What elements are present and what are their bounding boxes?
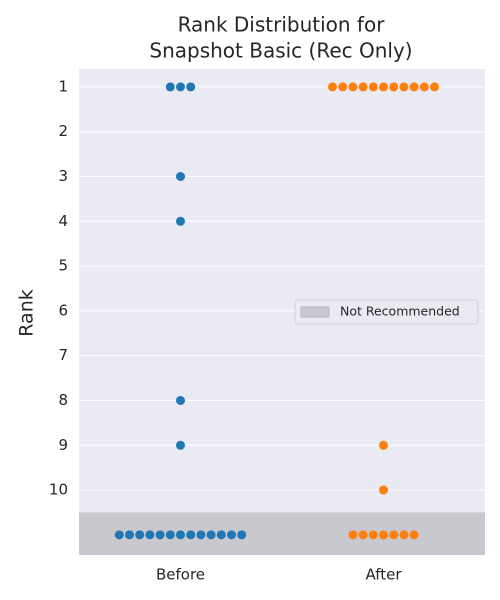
- point: [186, 82, 196, 92]
- y-tick-label: 10: [49, 481, 68, 499]
- x-tick-label: After: [365, 566, 402, 584]
- point: [135, 530, 145, 540]
- point: [389, 82, 399, 92]
- y-axis-label: Rank: [16, 289, 38, 336]
- point: [419, 82, 429, 92]
- point: [196, 530, 206, 540]
- point: [389, 530, 399, 540]
- legend-label: Not Recommended: [340, 304, 460, 319]
- point: [409, 530, 419, 540]
- point: [368, 82, 378, 92]
- x-tick-label: Before: [156, 566, 205, 584]
- point: [358, 82, 368, 92]
- point: [348, 82, 358, 92]
- point: [176, 82, 185, 92]
- chart-title: Rank Distribution for: [178, 13, 386, 37]
- point: [155, 530, 165, 540]
- point: [206, 530, 216, 540]
- point: [399, 82, 409, 92]
- point: [379, 82, 388, 92]
- point: [379, 530, 388, 540]
- y-tick-label: 8: [58, 391, 68, 409]
- point: [227, 530, 236, 540]
- point: [165, 82, 175, 92]
- y-tick-label: 1: [58, 77, 68, 95]
- point: [176, 395, 185, 405]
- y-tick-label: 7: [58, 346, 68, 364]
- point: [379, 440, 388, 450]
- point: [176, 172, 185, 182]
- point: [430, 82, 439, 92]
- y-tick-label: 9: [58, 436, 68, 454]
- point: [125, 530, 134, 540]
- y-tick-label: 4: [58, 212, 68, 230]
- y-tick-label: 2: [58, 122, 68, 140]
- point: [176, 440, 185, 450]
- y-tick-label: 3: [58, 167, 68, 185]
- point: [145, 530, 155, 540]
- point: [216, 530, 226, 540]
- legend-swatch: [300, 306, 330, 318]
- legend-box: [294, 299, 479, 325]
- point: [114, 530, 124, 540]
- point: [409, 82, 419, 92]
- chart-title: Snapshot Basic (Rec Only): [149, 39, 412, 63]
- point: [338, 82, 348, 92]
- point: [176, 216, 185, 226]
- y-tick-label: 6: [58, 301, 68, 319]
- point: [348, 530, 358, 540]
- point: [186, 530, 196, 540]
- point: [165, 530, 175, 540]
- point: [237, 530, 247, 540]
- point: [358, 530, 368, 540]
- point: [399, 530, 409, 540]
- point: [368, 530, 378, 540]
- point: [328, 82, 337, 92]
- point: [176, 530, 185, 540]
- point: [379, 485, 388, 495]
- y-tick-label: 5: [58, 257, 68, 275]
